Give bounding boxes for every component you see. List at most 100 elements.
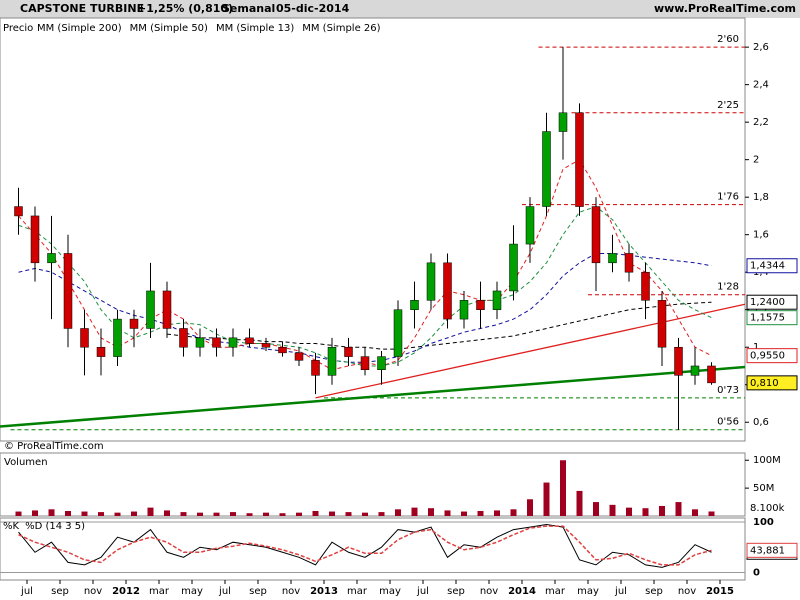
volume-bar [230,512,236,516]
period: Semanal [222,2,275,15]
volume-bar [527,499,533,516]
candle-body [14,206,23,217]
end-label: 1,2400 [750,297,785,308]
volume-bar [378,512,385,516]
moving-average [166,301,712,350]
candle-body [492,290,502,310]
candle-body [558,112,568,132]
copyright: © ProRealTime.com [4,441,104,452]
moving-average [18,252,712,363]
volume-bar [576,490,583,516]
x-tick-label: jul [416,586,429,597]
x-tick-label: nov [480,586,498,597]
volume-bar [114,512,121,516]
y-tick-label: 1,6 [753,230,769,241]
candle-body [360,356,370,370]
x-tick-label: nov [678,586,696,597]
x-tick-label: sep [249,586,267,597]
stoch-line [18,524,712,568]
candle-body [30,215,40,264]
candle-body [179,328,188,348]
candle-body [261,343,271,348]
x-tick-label: sep [447,586,465,597]
x-tick-label: 2014 [508,586,536,597]
volume-bar [626,507,632,516]
volume-bar [395,509,401,516]
end-label: 1,1575 [750,313,785,324]
candle-body [591,206,601,264]
legend-item: MM (Simple 50) [130,23,208,34]
volume-bar [675,502,682,516]
end-label: 0,9550 [750,351,785,362]
volume-bar [164,510,170,516]
legend-item: MM (Simple 26) [302,23,380,34]
volume-bar [131,511,137,516]
volume-bar [428,508,434,516]
end-label-box [746,294,798,310]
candle-body [674,346,683,376]
volume-bar [543,482,550,516]
volume-bar [312,510,319,516]
candle-body [47,253,56,264]
candle-body [228,337,238,348]
moving-average [18,158,712,371]
source: www.ProRealTime.com [654,2,796,15]
candle-body [245,337,254,344]
candle-body [459,300,469,320]
candle-body [278,346,287,354]
volume-bar [98,512,104,516]
level-label: 2'25 [717,100,739,111]
volume-bar [444,510,451,516]
volume-bar [362,512,368,516]
x-tick-label: 2013 [310,586,338,597]
x-tick-label: jul [218,586,231,597]
volume-bar [642,508,649,516]
stock-name: CAPSTONE TURBINE [20,2,144,15]
end-label-box [746,348,798,364]
volume-bar [48,509,55,516]
volume-bar [296,512,302,516]
legend-item: %K [3,521,20,532]
x-tick-label: sep [645,586,663,597]
volume-bar [494,510,500,516]
end-label-box [746,258,798,274]
stoch-panel [0,517,746,581]
x-tick-label: jul [20,586,33,597]
header-bar [0,0,800,18]
end-label-box [746,310,798,326]
y-tick-label: 1,8 [753,192,769,203]
candle-body [426,262,436,301]
x-tick-label: mar [347,586,368,597]
volume-bar [180,512,187,516]
x-tick-label: 2012 [112,586,140,597]
volume-bar [329,511,335,516]
volume-bar [345,512,352,516]
volume-bar [510,509,517,516]
change: +1,25% (0,810) [137,2,233,15]
date: 05-dic-2014 [276,2,350,15]
end-label: 1,4344 [750,261,785,272]
candle-body [311,360,320,376]
y-tick-label: 100 [753,517,774,528]
moving-average [18,205,712,367]
level-label: 1'28 [717,282,739,293]
level-label: 0'73 [717,385,739,396]
y-tick-label: 1 [753,342,759,353]
volume-bar [246,513,253,516]
candle-body [195,337,205,348]
candle-body [525,206,535,245]
candle-body [707,365,716,384]
candle-body [542,131,551,207]
end-label: 43,881 [750,545,785,556]
volume-bar [15,511,22,516]
y-tick-label: 2,6 [753,42,769,53]
volume-bar [147,507,154,516]
candle-body [294,352,304,361]
candle-body [96,346,106,357]
x-tick-label: 2015 [706,586,734,597]
y-tick-label: 50M [753,483,774,494]
y-tick-label: 2 [753,155,759,166]
end-label: 8.100k [750,503,785,514]
